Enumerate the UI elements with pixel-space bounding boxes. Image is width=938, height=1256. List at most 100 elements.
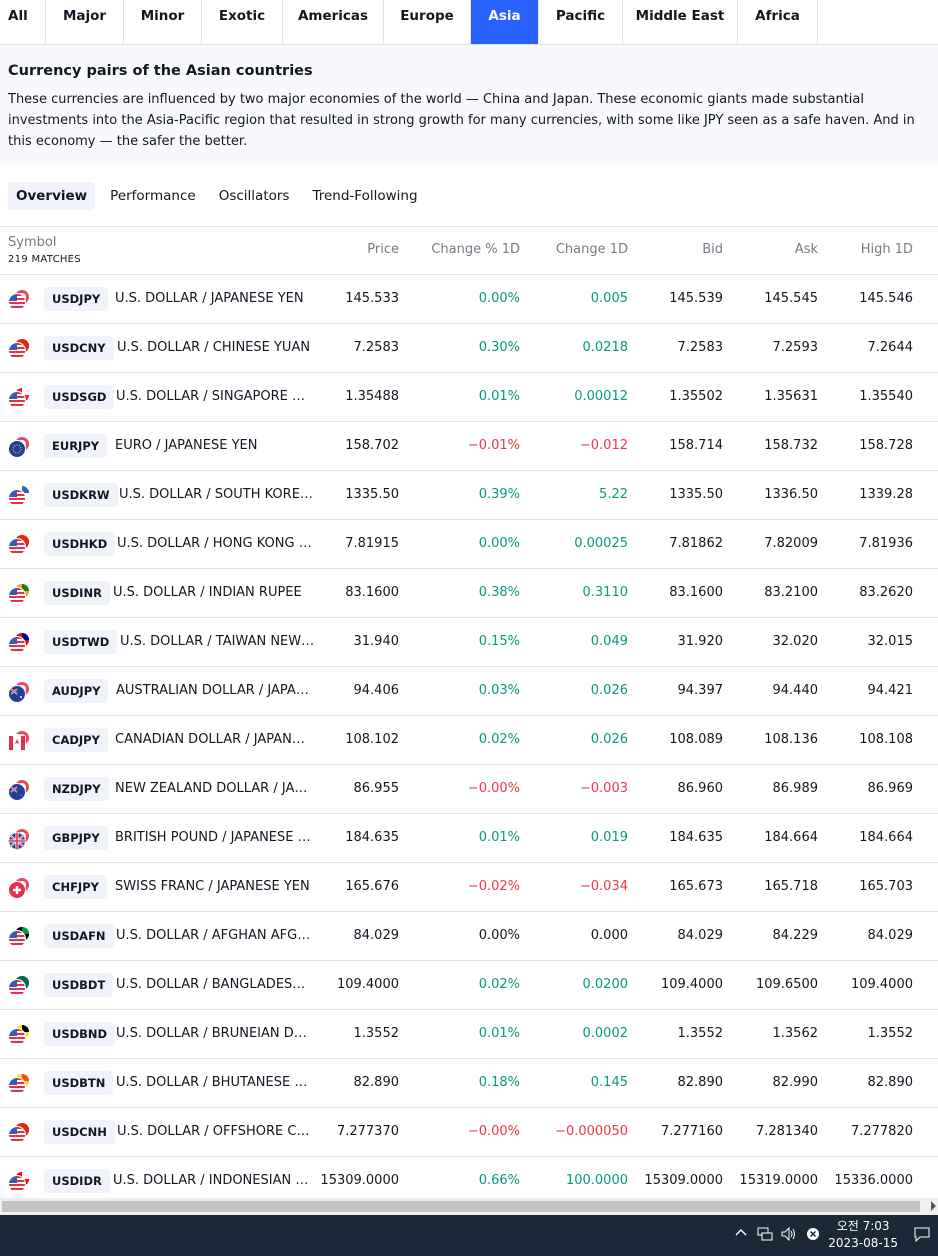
pair-name: U.S. DOLLAR / INDONESIAN RUPIAH	[113, 1173, 309, 1188]
region-tab-africa[interactable]: Africa	[738, 0, 818, 44]
header-price[interactable]: Price	[367, 242, 399, 257]
table-row[interactable]: USDJPY U.S. DOLLAR / JAPANESE YEN 145.533 0…	[0, 275, 938, 324]
symbol-ticker[interactable]: CADJPY	[44, 728, 108, 752]
table-row[interactable]: USDCNY U.S. DOLLAR / CHINESE YUAN 7.2583 0.…	[0, 324, 938, 373]
network-icon[interactable]	[757, 1227, 773, 1245]
symbol-ticker[interactable]: AUDJPY	[44, 679, 109, 703]
change-value: −0.003	[579, 781, 628, 796]
symbol-ticker[interactable]: NZDJPY	[44, 777, 109, 801]
windows-taskbar: 오전 7:03 2023-08-15	[0, 1215, 938, 1256]
chevron-up-icon[interactable]	[735, 1227, 747, 1243]
symbol-ticker[interactable]: USDINR	[44, 581, 110, 605]
us-in-flag-icon	[7, 583, 29, 605]
volume-icon[interactable]	[781, 1226, 797, 1245]
clock-date: 2023-08-15	[828, 1236, 898, 1250]
price-value: 108.102	[345, 732, 399, 747]
header-change-pct[interactable]: Change % 1D	[431, 242, 520, 257]
change-pct-value: 0.15%	[478, 634, 520, 649]
ask-value: 165.718	[764, 879, 818, 894]
symbol-ticker[interactable]: USDAFN	[44, 924, 114, 948]
symbol-ticker[interactable]: USDTWD	[44, 630, 118, 654]
symbol-ticker[interactable]: USDHKD	[44, 532, 116, 556]
symbol-ticker[interactable]: USDBTN	[44, 1071, 114, 1095]
header-bid[interactable]: Bid	[702, 242, 723, 257]
symbol-ticker[interactable]: USDBND	[44, 1022, 116, 1046]
bid-value: 1.3552	[677, 1026, 724, 1041]
pair-name: U.S. DOLLAR / SOUTH KOREAN WON	[119, 487, 315, 502]
system-clock[interactable]: 오전 7:03 2023-08-15	[828, 1218, 898, 1252]
symbol-ticker[interactable]: USDKRW	[44, 483, 118, 507]
nz-jp-flag-icon	[7, 779, 29, 801]
horizontal-scrollbar[interactable]	[0, 1198, 938, 1215]
bid-value: 184.635	[669, 830, 723, 845]
high-value: 108.108	[859, 732, 913, 747]
price-value: 94.406	[353, 683, 400, 698]
symbol-ticker[interactable]: CHFJPY	[44, 875, 107, 899]
region-tab-asia[interactable]: Asia	[471, 0, 539, 44]
description-text: These currencies are influenced by two m…	[8, 92, 915, 149]
change-pct-value: −0.01%	[467, 438, 520, 453]
high-value: 84.029	[867, 928, 914, 943]
ask-value: 86.989	[772, 781, 819, 796]
table-row[interactable]: USDINR U.S. DOLLAR / INDIAN RUPEE 83.1600 0…	[0, 569, 938, 618]
pair-name: AUSTRALIAN DOLLAR / JAPANESE YEN	[116, 683, 312, 698]
ask-value: 1336.50	[764, 487, 818, 502]
price-value: 7.2583	[353, 340, 400, 355]
bid-value: 7.81862	[669, 536, 723, 551]
header-ask[interactable]: Ask	[794, 242, 818, 257]
tab-overview[interactable]: Overview	[8, 182, 96, 210]
us-cn-flag-icon	[7, 338, 29, 360]
change-pct-value: 0.03%	[478, 683, 520, 698]
region-tab-americas[interactable]: Americas	[283, 0, 384, 44]
table-row[interactable]: USDAFN U.S. DOLLAR / AFGHAN AFGHANI 84.029…	[0, 912, 938, 961]
table-row[interactable]: AUDJPY AUSTRALIAN DOLLAR / JAPANESE YEN 94…	[0, 667, 938, 716]
header-change[interactable]: Change 1D	[555, 242, 628, 257]
table-row[interactable]: CHFJPY SWISS FRANC / JAPANESE YEN 165.676 −…	[0, 863, 938, 912]
header-high[interactable]: High 1D	[860, 242, 913, 257]
change-pct-value: 0.01%	[478, 830, 520, 845]
header-symbol[interactable]: Symbol	[8, 235, 57, 250]
region-tab-europe[interactable]: Europe	[384, 0, 471, 44]
pair-name: BRITISH POUND / JAPANESE YEN	[115, 830, 311, 845]
symbol-ticker[interactable]: USDJPY	[44, 287, 109, 311]
tab-oscillators[interactable]: Oscillators	[218, 188, 290, 204]
region-tab-all[interactable]: All	[0, 0, 46, 44]
change-value: 0.0002	[582, 1026, 629, 1041]
us-bn-flag-icon	[7, 1024, 29, 1046]
region-tab-middle-east[interactable]: Middle East	[623, 0, 738, 44]
region-tab-pacific[interactable]: Pacific	[539, 0, 623, 44]
scrollbar-thumb[interactable]	[2, 1201, 920, 1212]
symbol-ticker[interactable]: USDIDR	[44, 1169, 110, 1193]
symbol-ticker[interactable]: GBPJPY	[44, 826, 108, 850]
tab-performance[interactable]: Performance	[110, 188, 196, 204]
notification-icon[interactable]	[914, 1227, 930, 1246]
table-row[interactable]: EURJPY EURO / JAPANESE YEN 158.702 −0.01% −0…	[0, 422, 938, 471]
us-jp-flag-icon	[7, 289, 29, 311]
region-tab-exotic[interactable]: Exotic	[202, 0, 283, 44]
close-circle-icon[interactable]	[806, 1227, 820, 1245]
symbol-ticker[interactable]: USDSGD	[44, 385, 115, 409]
symbol-ticker[interactable]: EURJPY	[44, 434, 108, 458]
table-row[interactable]: NZDJPY NEW ZEALAND DOLLAR / JAPANESE YEN 8…	[0, 765, 938, 814]
table-row[interactable]: GBPJPY BRITISH POUND / JAPANESE YEN 184.63…	[0, 814, 938, 863]
symbol-ticker[interactable]: USDCNH	[44, 1120, 115, 1144]
ask-value: 32.020	[772, 634, 819, 649]
pair-name: U.S. DOLLAR / AFGHAN AFGHANI	[116, 928, 312, 943]
scroll-right-arrow-icon[interactable]	[931, 1201, 936, 1211]
region-tab-major[interactable]: Major	[46, 0, 124, 44]
region-tab-minor[interactable]: Minor	[124, 0, 202, 44]
table-row[interactable]: CADJPY CANADIAN DOLLAR / JAPANESE YEN 108.…	[0, 716, 938, 765]
tab-trend-following[interactable]: Trend-Following	[312, 188, 418, 204]
symbol-ticker[interactable]: USDBDT	[44, 973, 114, 997]
change-pct-value: −0.00%	[467, 1124, 520, 1139]
symbol-ticker[interactable]: USDCNY	[44, 336, 114, 360]
ask-value: 1.3562	[772, 1026, 819, 1041]
